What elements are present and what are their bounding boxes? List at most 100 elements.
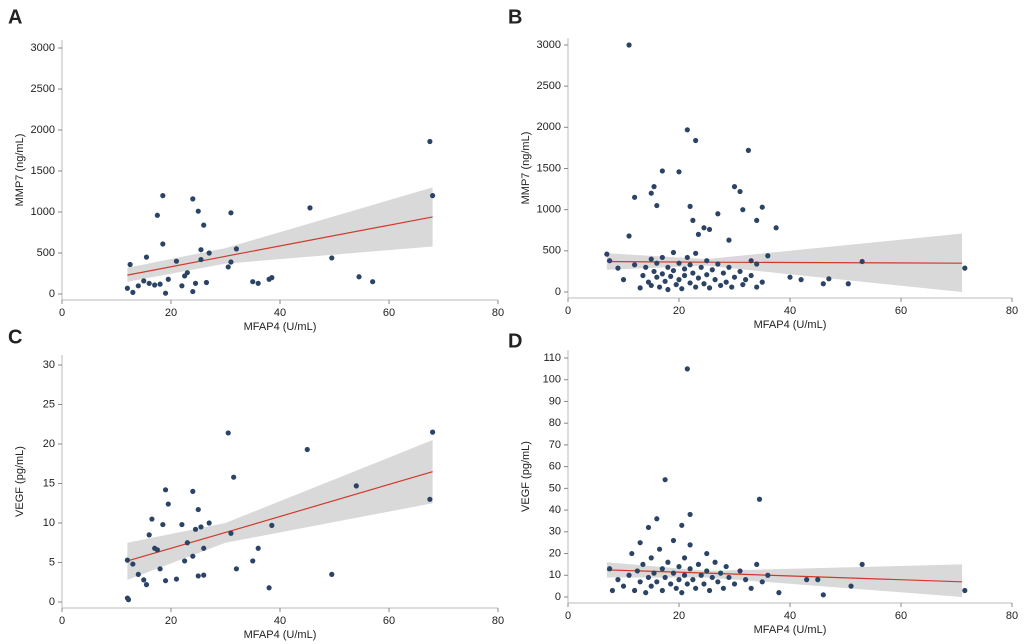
point xyxy=(745,147,751,153)
point xyxy=(620,583,627,589)
point xyxy=(748,272,754,279)
point xyxy=(656,284,663,290)
y-tick-label: 25 xyxy=(43,398,55,410)
point xyxy=(698,264,704,270)
point xyxy=(651,268,657,275)
point xyxy=(670,267,677,274)
point xyxy=(962,587,968,594)
x-tick-label: 80 xyxy=(1006,305,1018,317)
point xyxy=(135,571,141,577)
point xyxy=(693,137,699,144)
point xyxy=(233,566,239,572)
x-tick-label: 60 xyxy=(895,610,907,622)
point xyxy=(718,282,724,289)
point xyxy=(626,42,632,48)
point xyxy=(149,516,155,522)
point xyxy=(201,222,207,228)
point xyxy=(687,511,693,518)
point xyxy=(665,264,671,270)
point xyxy=(695,275,702,281)
point xyxy=(154,547,160,553)
point xyxy=(192,526,199,532)
point xyxy=(687,542,693,548)
x-tick-label: 80 xyxy=(1006,610,1018,622)
point xyxy=(718,570,724,576)
confidence-band xyxy=(127,440,433,580)
point xyxy=(715,261,721,267)
x-tick-label: 40 xyxy=(784,610,796,622)
point xyxy=(632,587,638,594)
panel-label: D xyxy=(508,330,522,352)
point xyxy=(726,237,732,243)
point xyxy=(266,585,272,591)
y-tick-label: 2000 xyxy=(31,124,55,136)
panel-label: B xyxy=(508,6,522,28)
x-tick-label: 80 xyxy=(492,615,504,627)
point xyxy=(228,530,234,536)
panel-label: A xyxy=(8,6,22,28)
point xyxy=(737,568,743,574)
point xyxy=(648,190,654,196)
y-tick-label: 0 xyxy=(555,286,561,298)
point xyxy=(654,202,660,209)
point xyxy=(765,253,771,259)
point xyxy=(748,258,754,264)
point xyxy=(695,231,702,237)
point xyxy=(673,281,679,288)
point xyxy=(427,496,433,502)
point xyxy=(648,555,654,561)
point xyxy=(756,496,763,502)
point xyxy=(648,583,654,589)
y-tick-label: 5 xyxy=(49,556,55,568)
point xyxy=(609,587,616,594)
y-tick-label: 10 xyxy=(43,517,55,529)
point xyxy=(195,506,201,513)
point xyxy=(195,208,201,214)
y-tick-label: 3000 xyxy=(537,39,561,51)
point xyxy=(430,193,436,199)
point xyxy=(684,581,690,587)
y-axis-label: VEGF (pg/mL) xyxy=(14,446,26,517)
y-tick-label: 30 xyxy=(43,359,55,371)
point xyxy=(815,577,821,583)
point xyxy=(198,247,204,253)
point xyxy=(684,366,690,372)
point xyxy=(709,267,715,273)
point xyxy=(233,246,239,252)
point xyxy=(754,561,760,568)
point xyxy=(370,279,376,285)
point xyxy=(179,283,185,289)
point xyxy=(720,585,727,591)
point xyxy=(681,572,688,578)
point xyxy=(659,254,665,261)
point xyxy=(759,579,765,585)
point xyxy=(709,574,715,581)
point xyxy=(676,577,682,583)
point xyxy=(141,577,147,583)
point xyxy=(706,226,713,233)
point xyxy=(679,522,685,528)
x-tick-label: 60 xyxy=(383,307,395,319)
point xyxy=(715,579,721,585)
point xyxy=(179,521,185,528)
x-tick-label: 40 xyxy=(274,307,286,319)
y-tick-label: 1000 xyxy=(537,204,561,216)
point xyxy=(701,281,707,287)
fit-line xyxy=(127,216,433,276)
point xyxy=(162,487,169,493)
y-tick-label: 60 xyxy=(549,461,561,473)
point xyxy=(804,577,810,583)
point xyxy=(712,559,718,565)
point xyxy=(659,271,665,277)
point xyxy=(615,265,621,271)
point xyxy=(231,474,237,480)
point xyxy=(648,282,654,289)
y-tick-label: 3000 xyxy=(31,42,55,54)
point xyxy=(773,225,779,231)
point xyxy=(704,258,710,264)
point xyxy=(250,558,256,564)
point xyxy=(687,280,693,286)
point xyxy=(637,540,643,546)
point xyxy=(160,193,166,199)
point xyxy=(676,563,682,570)
